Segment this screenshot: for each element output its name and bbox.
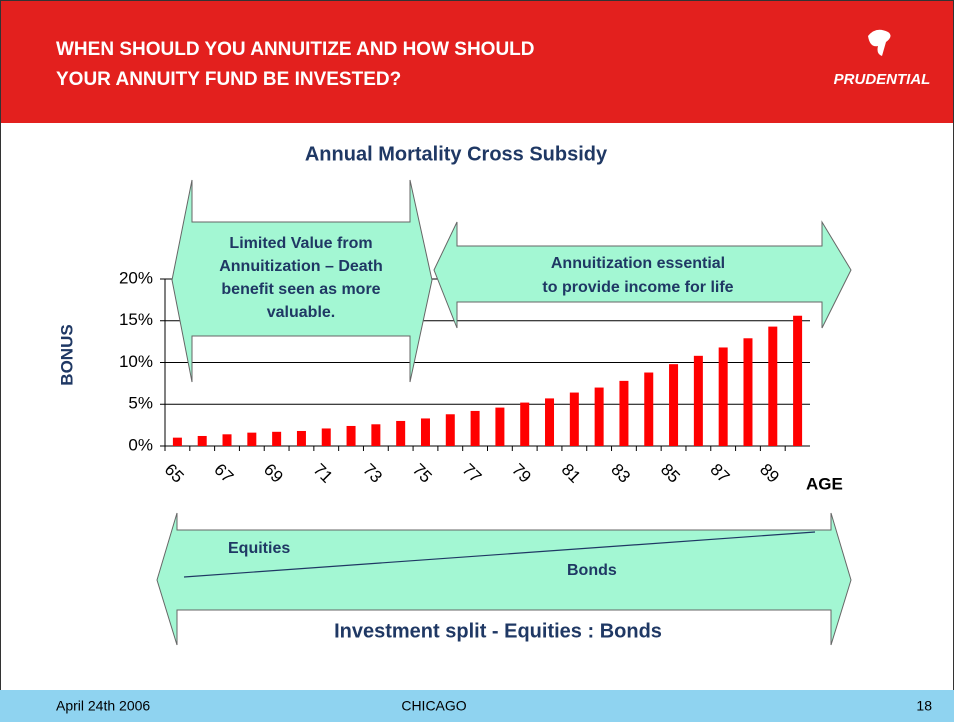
y-tick-label: 0%	[128, 435, 153, 454]
header-title: WHEN SHOULD YOU ANNUITIZE AND HOW SHOULD	[56, 39, 535, 60]
footer-date: April 24th 2006	[56, 698, 150, 714]
footer-band	[0, 690, 954, 722]
bar	[768, 326, 778, 446]
annotation-text: valuable.	[267, 304, 335, 321]
bar	[420, 418, 430, 446]
bar	[197, 435, 207, 446]
equities-label: Equities	[228, 540, 290, 557]
annotation-text: Annuitization essential	[551, 255, 725, 272]
bar	[743, 338, 753, 446]
bar	[669, 364, 679, 446]
bar	[545, 398, 555, 446]
bar	[371, 424, 381, 446]
bar	[644, 372, 654, 446]
y-axis-label: BONUS	[57, 324, 76, 385]
annotation-text: benefit seen as more	[221, 281, 380, 298]
logo-text: PRUDENTIAL	[834, 71, 931, 88]
footer-page: 18	[916, 698, 932, 714]
y-tick-label: 15%	[119, 310, 153, 329]
header-title: YOUR ANNUITY FUND BE INVESTED?	[56, 69, 401, 90]
split-line	[183, 531, 816, 578]
bar	[495, 407, 505, 446]
investment-title: Investment split - Equities : Bonds	[334, 620, 662, 642]
bar	[346, 425, 356, 446]
logo-icon	[868, 29, 891, 56]
bar	[296, 430, 306, 446]
bar	[396, 420, 406, 446]
bar	[594, 387, 604, 446]
bar	[321, 428, 331, 446]
bar	[445, 414, 455, 446]
bar	[172, 437, 182, 446]
annotation-text: Annuitization – Death	[219, 258, 383, 275]
bonds-label: Bonds	[567, 562, 617, 579]
bar	[619, 380, 629, 446]
y-tick-label: 10%	[119, 352, 153, 371]
bar	[569, 392, 579, 446]
bar	[520, 402, 530, 446]
bar	[718, 347, 728, 446]
header-band	[0, 0, 954, 123]
bar	[247, 432, 257, 446]
bar	[693, 355, 703, 446]
footer-place: CHICAGO	[401, 698, 466, 714]
bar	[222, 434, 232, 446]
investment-arrow	[156, 512, 852, 646]
annotation-arrow	[433, 220, 852, 329]
y-tick-label: 5%	[128, 394, 153, 413]
annotation-arrow	[171, 179, 433, 383]
annotations: Limited Value from Annuitization – Death b…	[219, 235, 733, 321]
chart-title: Annual Mortality Cross Subsidy	[305, 143, 608, 165]
bar	[793, 315, 803, 446]
annotation-text: to provide income for life	[542, 279, 733, 296]
bar	[272, 431, 282, 446]
bar	[470, 410, 480, 446]
annotation-text: Limited Value from	[229, 235, 372, 252]
y-tick-label: 20%	[119, 268, 153, 287]
x-axis-label: AGE	[806, 474, 843, 493]
